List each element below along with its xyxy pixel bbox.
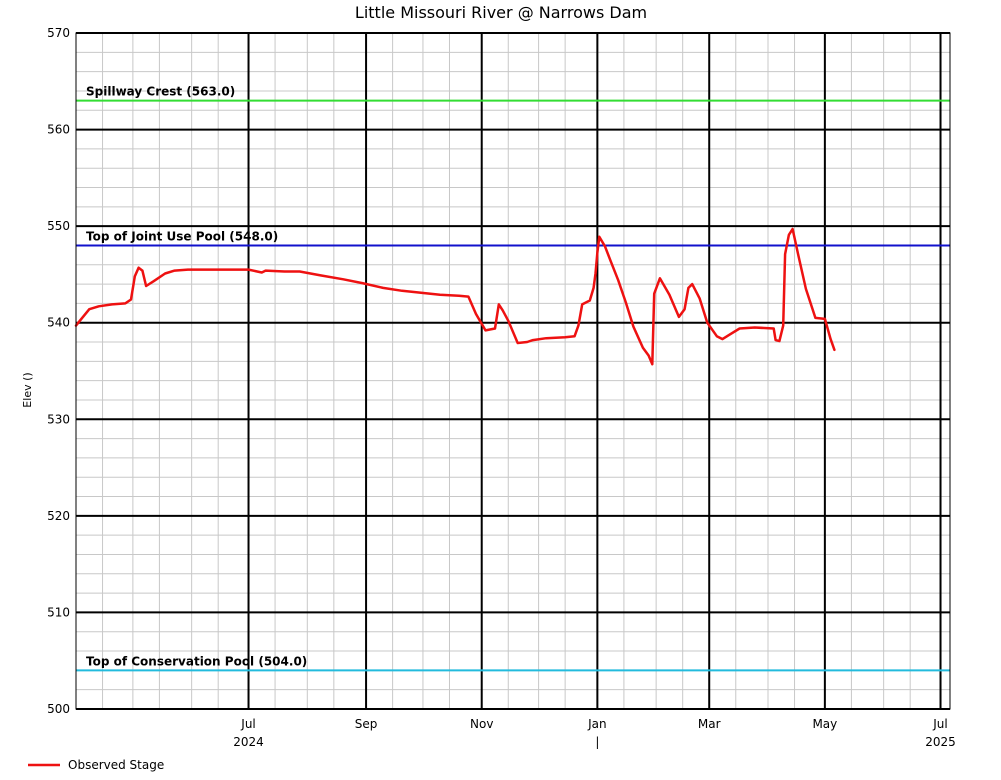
x-tick-label: Sep bbox=[355, 717, 378, 731]
x-tick-label: Nov bbox=[470, 717, 493, 731]
y-tick-label: 510 bbox=[47, 605, 70, 619]
y-tick-label: 530 bbox=[47, 412, 70, 426]
x-tick-label: Jan bbox=[587, 717, 607, 731]
x-tick-label: Jul bbox=[932, 717, 947, 731]
y-tick-label: 500 bbox=[47, 702, 70, 716]
plot-frame bbox=[75, 32, 951, 710]
y-tick-label: 520 bbox=[47, 509, 70, 523]
series-layer bbox=[74, 227, 836, 366]
legend: Observed Stage bbox=[28, 758, 164, 772]
x-tick-label: Jul bbox=[240, 717, 255, 731]
x-year-label: | bbox=[595, 735, 599, 749]
minor-grid bbox=[76, 33, 950, 709]
y-tick-label: 570 bbox=[47, 26, 70, 40]
series-line-observed-stage bbox=[74, 227, 836, 366]
reference-line-label: Spillway Crest (563.0) bbox=[86, 85, 235, 99]
major-grid bbox=[76, 32, 950, 710]
x-year-label: 2024 bbox=[233, 735, 264, 749]
reference-lines: Spillway Crest (563.0) Top of Joint Use P… bbox=[76, 85, 950, 672]
y-tick-labels: 500 510 520 530 540 550 560 570 bbox=[47, 26, 70, 716]
y-tick-label: 560 bbox=[47, 123, 70, 137]
y-axis-label: Elev () bbox=[21, 372, 34, 407]
chart-title: Little Missouri River @ Narrows Dam bbox=[355, 3, 647, 22]
x-tick-labels: Jul 2024 Sep Nov Jan | Mar May Jul 2025 bbox=[233, 717, 956, 749]
reference-line-label: Top of Conservation Pool (504.0) bbox=[86, 654, 307, 668]
x-tick-label: May bbox=[812, 717, 837, 731]
y-tick-label: 550 bbox=[47, 219, 70, 233]
legend-label: Observed Stage bbox=[68, 758, 164, 772]
x-tick-label: Mar bbox=[698, 717, 721, 731]
y-tick-label: 540 bbox=[47, 316, 70, 330]
reference-line-label: Top of Joint Use Pool (548.0) bbox=[86, 229, 278, 243]
x-year-label: 2025 bbox=[925, 735, 956, 749]
